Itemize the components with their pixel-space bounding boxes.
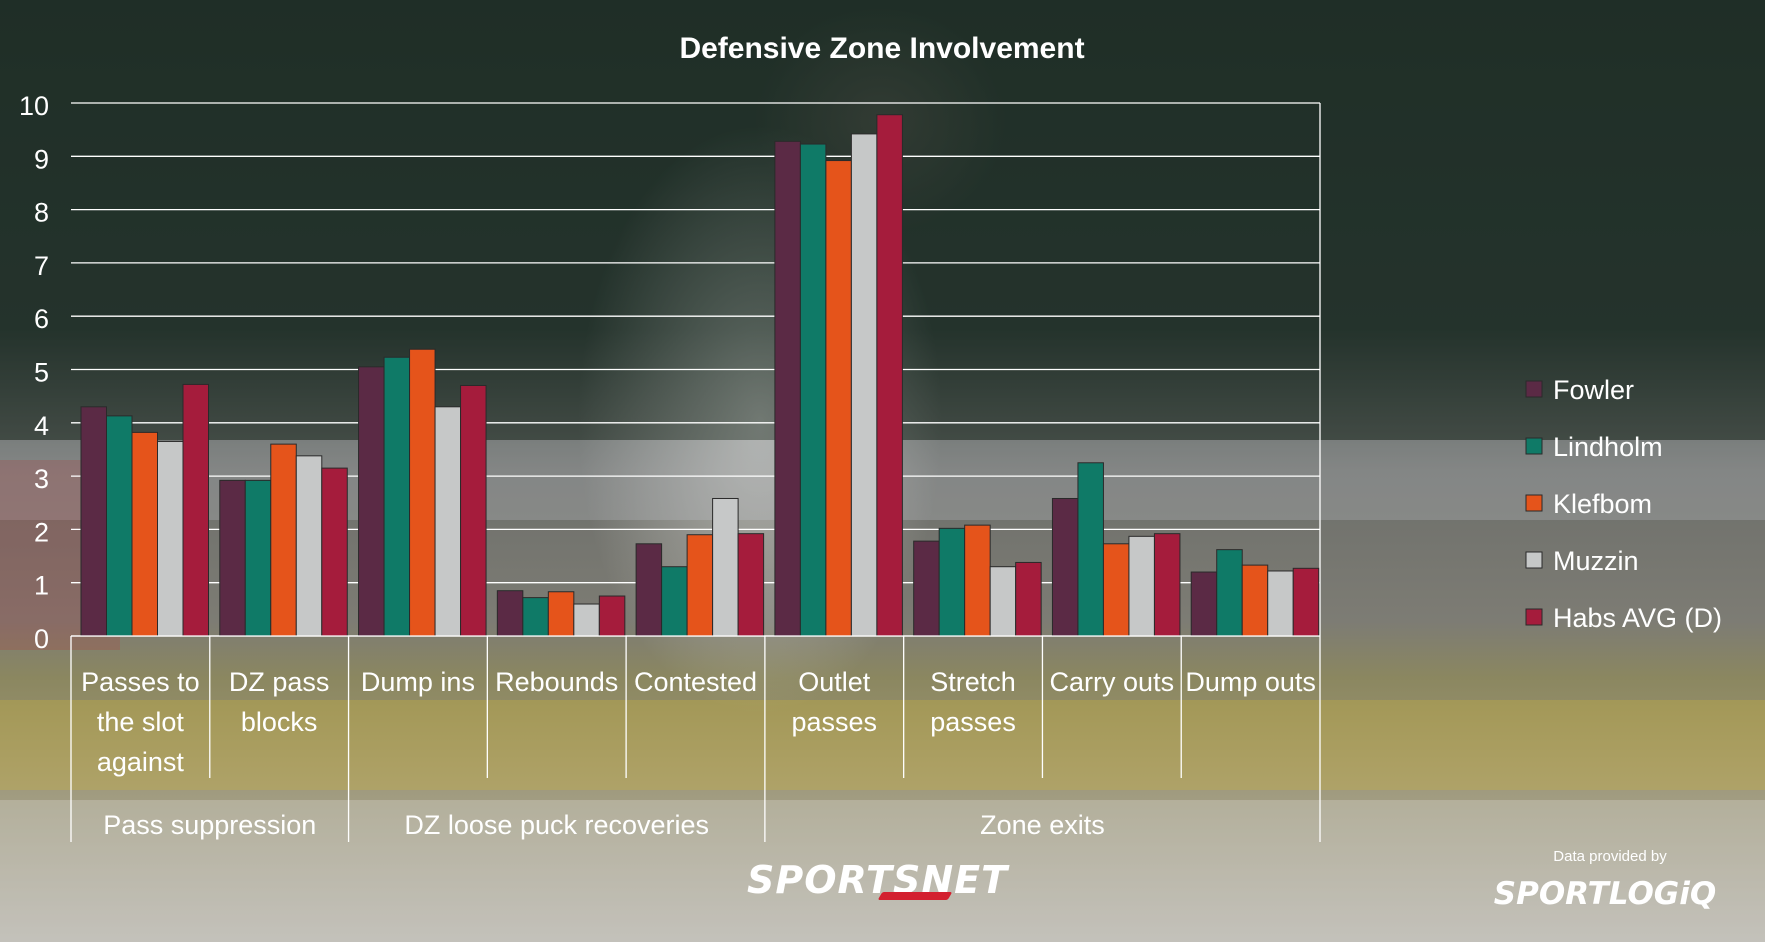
bar-habs-avg-d <box>598 595 626 637</box>
bar-lindholm <box>383 356 411 637</box>
bar-lindholm <box>106 415 133 637</box>
bar-habs-avg-d <box>876 114 903 637</box>
y-tick-label: 4 <box>34 411 49 441</box>
bar-muzzin <box>434 406 462 637</box>
x-category-label: against <box>97 747 185 777</box>
bar-lindholm <box>938 527 966 637</box>
x-category-label: Dump outs <box>1185 667 1316 697</box>
bar-muzzin <box>712 497 739 637</box>
legend-label: Fowler <box>1553 375 1634 405</box>
x-category-label: Dump ins <box>361 667 475 697</box>
x-category-label: Carry outs <box>1050 667 1175 697</box>
x-category-label: the slot <box>97 707 185 737</box>
legend-label: Klefbom <box>1553 489 1652 519</box>
legend-label: Muzzin <box>1553 546 1639 576</box>
background-kickplate <box>0 700 1765 790</box>
y-tick-label: 5 <box>34 358 49 388</box>
bar-fowler <box>219 479 246 637</box>
bar-lindholm <box>1077 462 1104 637</box>
bar-klefbom <box>1241 564 1269 637</box>
background-ice <box>0 800 1765 942</box>
x-category-label: passes <box>791 707 877 737</box>
bar-fowler <box>774 140 801 637</box>
bar-fowler <box>913 540 940 637</box>
chart-title: Defensive Zone Involvement <box>679 32 1084 65</box>
legend-swatch <box>1525 551 1543 569</box>
x-category-label: DZ pass <box>229 667 330 697</box>
sportlogiq-logo: SPORTLOGiQ <box>1493 876 1717 912</box>
bar-habs-avg-d <box>1015 561 1042 637</box>
x-group-label: Zone exits <box>980 810 1105 840</box>
x-category-label: blocks <box>241 707 318 737</box>
bars <box>80 114 1320 637</box>
y-tick-label: 10 <box>19 91 49 121</box>
x-category-label: Passes to <box>81 667 200 697</box>
bar-habs-avg-d <box>182 383 209 637</box>
x-category-label: Contested <box>634 667 757 697</box>
x-category-label: passes <box>930 707 1016 737</box>
bar-klefbom <box>1102 543 1130 637</box>
sportsnet-logo-swoosh <box>877 892 953 900</box>
y-tick-label: 2 <box>34 517 49 547</box>
x-axis: Passes to the slot against DZ pass blocks Dum… <box>70 635 1321 842</box>
bar-habs-avg-d <box>737 533 765 637</box>
bar-klefbom <box>270 443 297 637</box>
y-tick-label: 3 <box>34 464 49 494</box>
bar-lindholm <box>1216 549 1243 637</box>
bar-klefbom <box>547 591 575 637</box>
bar-klefbom <box>686 534 714 637</box>
bar-klefbom <box>409 348 436 637</box>
bar-muzzin <box>295 455 323 637</box>
y-tick-label: 0 <box>34 624 49 654</box>
bar-fowler <box>1190 571 1218 637</box>
x-category-label: Stretch <box>930 667 1016 697</box>
legend-swatch <box>1525 608 1543 626</box>
x-group-label: Pass suppression <box>103 810 316 840</box>
legend: Fowler Lindholm Klefbom Muzzin Habs AVG (D) <box>1525 375 1722 633</box>
bar-fowler <box>635 543 663 637</box>
bar-fowler <box>496 590 524 637</box>
bar-muzzin <box>157 440 184 637</box>
data-credit-text: Data provided by <box>1553 848 1667 865</box>
y-axis-ticks: 0 1 2 3 4 5 6 7 8 9 10 <box>19 91 49 654</box>
bar-muzzin <box>1128 535 1155 637</box>
y-tick-label: 6 <box>34 304 49 334</box>
x-group-label: DZ loose puck recoveries <box>404 810 709 840</box>
bar-habs-avg-d <box>1292 567 1320 637</box>
bar-fowler <box>80 406 107 637</box>
bar-klefbom <box>825 160 852 637</box>
bar-muzzin <box>1267 570 1294 637</box>
bar-klefbom <box>964 524 991 637</box>
sportsnet-logo: SPORTSNET <box>746 858 1009 902</box>
bar-muzzin <box>989 566 1017 637</box>
bar-habs-avg-d <box>1153 533 1181 637</box>
bar-lindholm <box>661 566 688 637</box>
y-tick-label: 1 <box>34 571 49 601</box>
y-tick-label: 8 <box>34 198 49 228</box>
bar-klefbom <box>131 431 158 637</box>
bar-habs-avg-d <box>321 467 348 637</box>
legend-swatch <box>1525 437 1543 455</box>
x-category-label: Outlet <box>798 667 871 697</box>
legend-swatch <box>1525 380 1543 398</box>
legend-label: Habs AVG (D) <box>1553 603 1722 633</box>
bar-fowler <box>1051 497 1079 637</box>
bar-lindholm <box>244 479 272 637</box>
y-tick-label: 7 <box>34 251 49 281</box>
bar-fowler <box>358 366 385 637</box>
bar-lindholm <box>799 143 827 637</box>
y-tick-label: 9 <box>34 144 49 174</box>
x-category-label: Rebounds <box>495 667 618 697</box>
bar-muzzin <box>573 603 600 637</box>
bar-habs-avg-d <box>460 384 487 637</box>
bar-muzzin <box>850 133 878 637</box>
bar-lindholm <box>522 597 549 637</box>
legend-swatch <box>1525 494 1543 512</box>
legend-label: Lindholm <box>1553 432 1663 462</box>
